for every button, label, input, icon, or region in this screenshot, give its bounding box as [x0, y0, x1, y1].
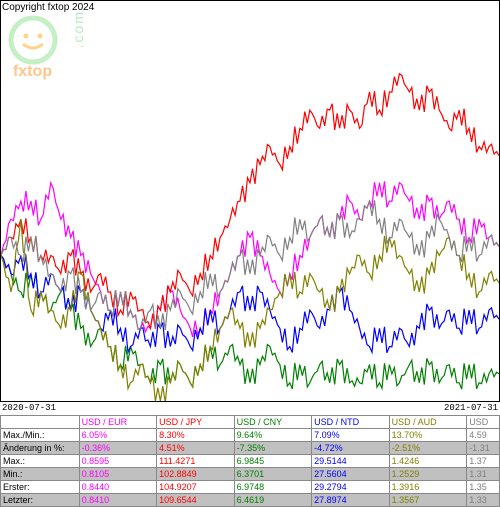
cell: USD / EUR [79, 416, 157, 429]
cell: 6.3701 [234, 468, 312, 481]
cell: USD / AUD [389, 416, 467, 429]
cell: 0.8105 [79, 468, 157, 481]
row-label [1, 416, 80, 429]
date-end: 2021-07-31 [444, 403, 498, 413]
cell: 27.8974 [312, 494, 390, 507]
row-label: Änderung in %: [1, 442, 80, 455]
table-row: Letzter:0.8410109.65446.461927.89741.356… [1, 494, 500, 507]
cell: 9.64% [234, 429, 312, 442]
cell: 1.35 [467, 481, 500, 494]
series-usd-eur [1, 181, 499, 337]
table-row: USD / EURUSD / JPYUSD / CNYUSD / NTDUSD … [1, 416, 500, 429]
cell: -4.72% [312, 442, 390, 455]
row-label: Max.: [1, 455, 80, 468]
table-row: Änderung in %:-0.36%4.51%-7.35%-4.72%-2.… [1, 442, 500, 455]
cell: 29.2794 [312, 481, 390, 494]
currency-data-table: USD / EURUSD / JPYUSD / CNYUSD / NTDUSD … [0, 415, 500, 507]
cell: 1.37 [467, 455, 500, 468]
cell: USD / JPY [157, 416, 235, 429]
cell: 0.8410 [79, 494, 157, 507]
cell: USD [467, 416, 500, 429]
cell: 29.5144 [312, 455, 390, 468]
date-start: 2020-07-31 [2, 403, 56, 413]
cell: -0.36% [79, 442, 157, 455]
cell: USD / CNY [234, 416, 312, 429]
cell: 7.09% [312, 429, 390, 442]
cell: 102.8849 [157, 468, 235, 481]
cell: 104.9207 [157, 481, 235, 494]
cell: 1.2529 [389, 468, 467, 481]
cell: USD / NTD [312, 416, 390, 429]
table-row: Max.:0.8595111.42716.984529.51441.42461.… [1, 455, 500, 468]
cell: -1.31 [467, 442, 500, 455]
cell: -7.35% [234, 442, 312, 455]
cell: 6.4619 [234, 494, 312, 507]
row-label: Min.: [1, 468, 80, 481]
copyright-text: Copyright fxtop 2024 [2, 2, 94, 13]
table-row: Max./Min.:6.05%8.30%9.64%7.09%13.70%4.59 [1, 429, 500, 442]
table-row: Erster:0.8440104.92076.974829.27941.3916… [1, 481, 500, 494]
cell: 1.3567 [389, 494, 467, 507]
row-label: Max./Min.: [1, 429, 80, 442]
cell: 6.9845 [234, 455, 312, 468]
cell: 4.51% [157, 442, 235, 455]
cell: 27.5604 [312, 468, 390, 481]
cell: 6.9748 [234, 481, 312, 494]
cell: 8.30% [157, 429, 235, 442]
svg-text:fxtop: fxtop [13, 63, 52, 80]
cell: 4.59 [467, 429, 500, 442]
cell: 1.3916 [389, 481, 467, 494]
cell: 1.4246 [389, 455, 467, 468]
cell: 13.70% [389, 429, 467, 442]
cell: 0.8440 [79, 481, 157, 494]
cell: 1.31 [467, 468, 500, 481]
row-label: Letzter: [1, 494, 80, 507]
cell: -2.51% [389, 442, 467, 455]
cell: 0.8595 [79, 455, 157, 468]
table-row: Min.:0.8105102.88496.370127.56041.25291.… [1, 468, 500, 481]
cell: 109.6544 [157, 494, 235, 507]
cell: 1.33 [467, 494, 500, 507]
cell: 111.4271 [157, 455, 235, 468]
logo-url: .com [70, 10, 86, 48]
cell: 6.05% [79, 429, 157, 442]
row-label: Erster: [1, 481, 80, 494]
